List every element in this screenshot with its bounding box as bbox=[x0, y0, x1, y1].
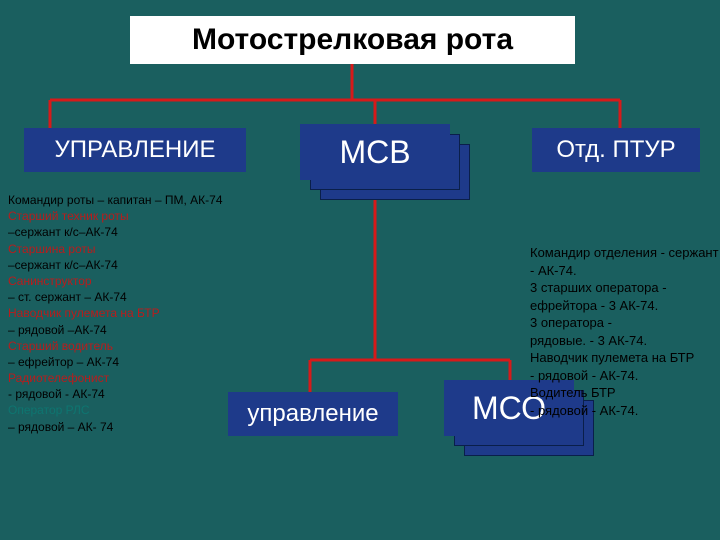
node-ptur-label: Отд. ПТУР bbox=[556, 136, 675, 164]
right-text-line: 3 оператора - bbox=[530, 314, 720, 332]
right-text-line: рядовые. - 3 АК-74. bbox=[530, 332, 720, 350]
right-text-block: Командир отделения - сержант - АК-74.3 с… bbox=[530, 244, 720, 419]
right-text-line: 3 старших оператора - ефрейтора - 3 АК-7… bbox=[530, 279, 720, 314]
node-upravlenie-label: УПРАВЛЕНИЕ bbox=[55, 136, 216, 164]
left-text-line: –сержант к/с–АК-74 bbox=[8, 257, 268, 273]
left-text-line: – рядовой –АК-74 bbox=[8, 322, 268, 338]
left-text-line: - рядовой - АК-74 bbox=[8, 386, 268, 402]
left-text-line: Командир роты – капитан – ПМ, АК-74 bbox=[8, 192, 268, 208]
left-text-block: Командир роты – капитан – ПМ, АК-74Старш… bbox=[8, 192, 268, 435]
right-text-line: - рядовой - АК-74. bbox=[530, 367, 720, 385]
right-text-line: - рядовой - АК-74. bbox=[530, 402, 720, 420]
node-msv-label: МСВ bbox=[339, 134, 410, 171]
left-text-line: Старшина роты bbox=[8, 241, 268, 257]
left-text-line: Радиотелефонист bbox=[8, 370, 268, 386]
left-text-line: Санинструктор bbox=[8, 273, 268, 289]
left-text-line: Старший техник роты bbox=[8, 208, 268, 224]
left-text-line: – рядовой – АК- 74 bbox=[8, 419, 268, 435]
left-text-line: Наводчик пулемета на БТР bbox=[8, 305, 268, 321]
right-text-line: Командир отделения - сержант - АК-74. bbox=[530, 244, 720, 279]
right-text-line: Наводчик пулемета на БТР bbox=[530, 349, 720, 367]
left-text-line: – ст. сержант – АК-74 bbox=[8, 289, 268, 305]
title-box: Мотострелковая рота bbox=[130, 16, 575, 64]
node-msv: МСВ bbox=[300, 124, 450, 180]
left-text-line: – ефрейтор – АК-74 bbox=[8, 354, 268, 370]
node-upravlenie: УПРАВЛЕНИЕ bbox=[24, 128, 246, 172]
left-text-line: Старший водитель bbox=[8, 338, 268, 354]
node-ptur: Отд. ПТУР bbox=[532, 128, 700, 172]
left-text-line: –сержант к/с–АК-74 bbox=[8, 224, 268, 240]
title-text: Мотострелковая рота bbox=[192, 23, 513, 57]
right-text-line: Водитель БТР bbox=[530, 384, 720, 402]
left-text-line: Оператор РЛС bbox=[8, 402, 268, 418]
